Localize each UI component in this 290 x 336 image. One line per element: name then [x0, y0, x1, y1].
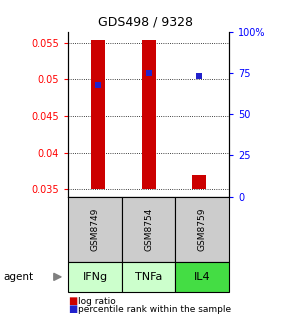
Text: GSM8749: GSM8749 [90, 208, 99, 251]
Text: IL4: IL4 [194, 272, 211, 282]
Text: log ratio: log ratio [78, 297, 116, 305]
Text: GSM8754: GSM8754 [144, 208, 153, 251]
Bar [142, 40, 156, 189]
Text: percentile rank within the sample: percentile rank within the sample [78, 305, 231, 313]
Text: GSM8759: GSM8759 [198, 208, 207, 251]
Text: GDS498 / 9328: GDS498 / 9328 [97, 15, 193, 28]
Bar [192, 175, 206, 189]
Text: ■: ■ [68, 296, 77, 306]
Text: TNFa: TNFa [135, 272, 162, 282]
Text: agent: agent [3, 272, 33, 282]
Text: ■: ■ [68, 304, 77, 314]
Bar [91, 40, 105, 189]
Text: IFNg: IFNg [82, 272, 108, 282]
